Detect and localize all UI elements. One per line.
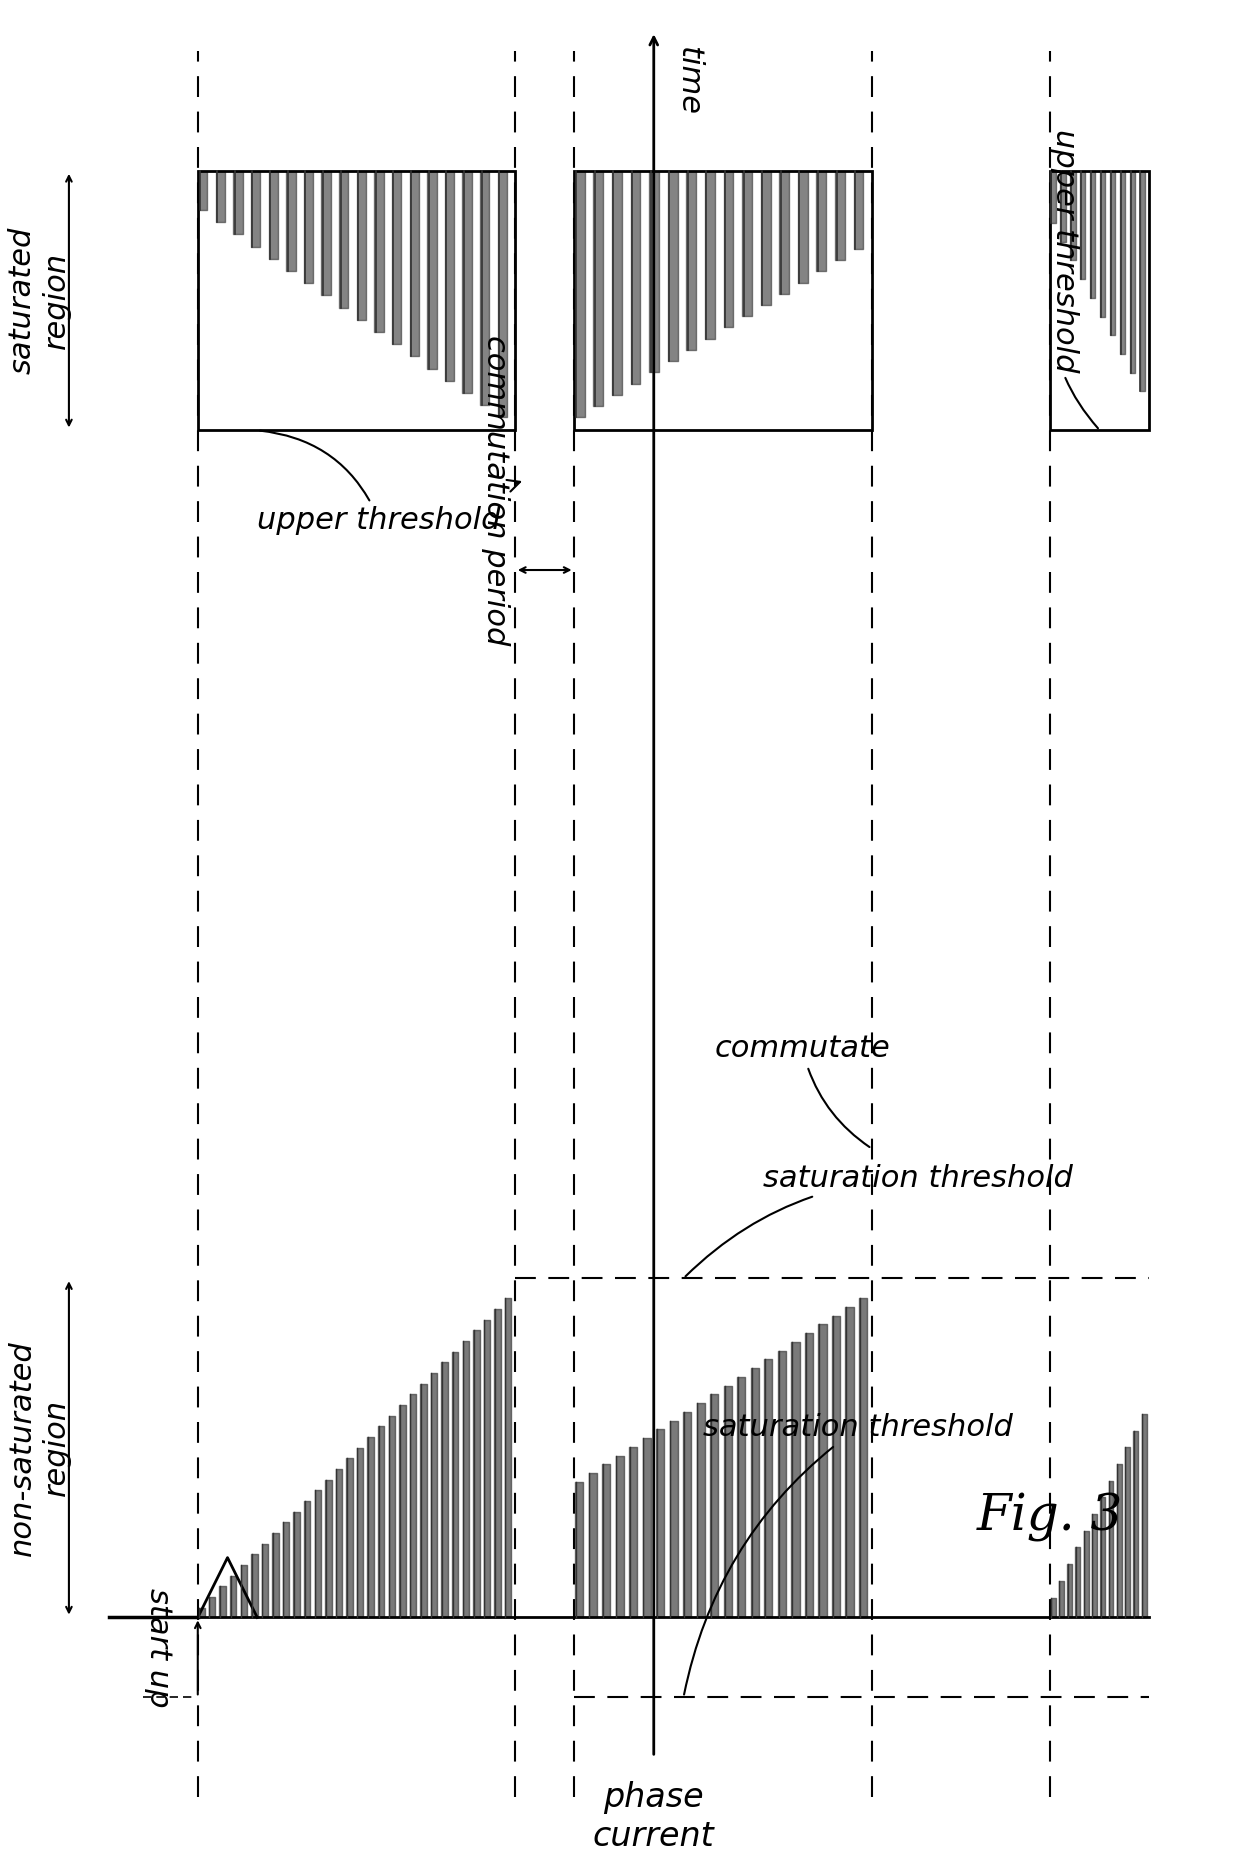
Text: upper threshold: upper threshold — [257, 431, 501, 535]
Bar — [197, 171, 515, 431]
Text: commutate: commutate — [714, 1035, 890, 1146]
Text: commutation period: commutation period — [481, 336, 520, 645]
Text: Fig. 3: Fig. 3 — [977, 1493, 1123, 1542]
Text: upper threshold: upper threshold — [1050, 129, 1097, 429]
Text: saturation threshold: saturation threshold — [684, 1413, 1013, 1694]
Bar — [574, 171, 872, 431]
Text: time: time — [673, 47, 703, 116]
Text: non-saturated
region: non-saturated region — [7, 1340, 71, 1556]
Text: saturation threshold: saturation threshold — [686, 1163, 1073, 1277]
Text: phase
current: phase current — [593, 1782, 714, 1853]
Bar — [1050, 171, 1149, 431]
Text: start up: start up — [144, 1588, 172, 1707]
Text: saturated
region: saturated region — [7, 227, 71, 375]
